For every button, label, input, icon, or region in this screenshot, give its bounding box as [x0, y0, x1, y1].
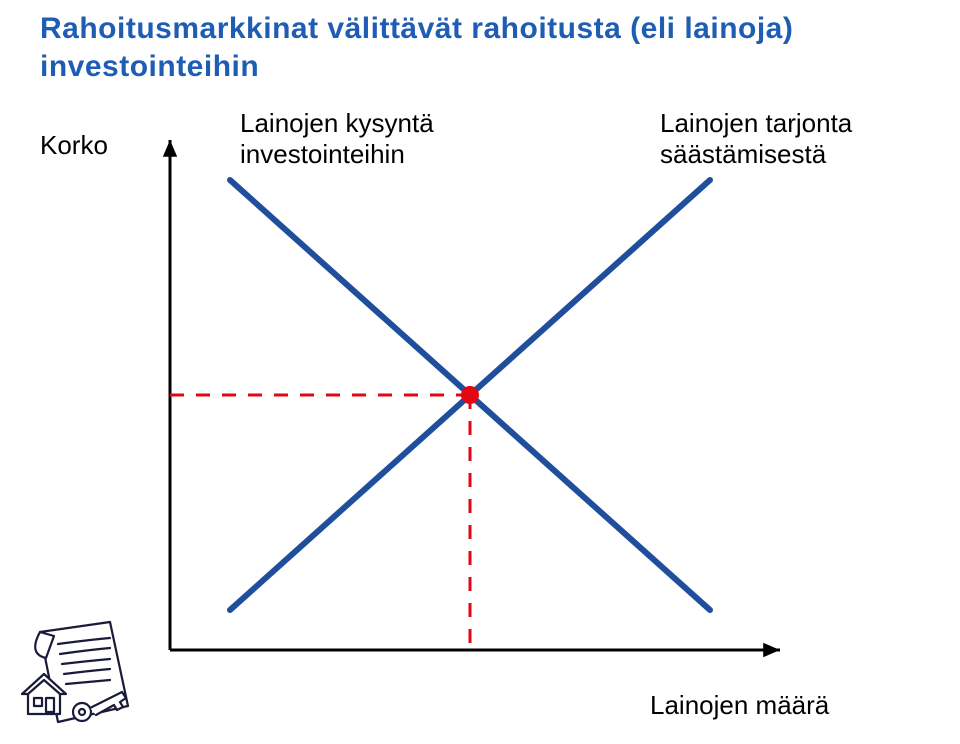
- title-line1: Rahoitusmarkkinat välittävät rahoitusta …: [40, 12, 793, 45]
- title-line2: investointeihin: [40, 50, 259, 83]
- y-axis-label: Korko: [40, 130, 108, 161]
- clipart-icon: [10, 614, 140, 734]
- supply-demand-chart: [130, 120, 830, 690]
- page-title: Rahoitusmarkkinat välittävät rahoitusta …: [40, 10, 793, 85]
- x-axis-label: Lainojen määrä: [650, 690, 829, 721]
- chart-svg: [130, 120, 830, 690]
